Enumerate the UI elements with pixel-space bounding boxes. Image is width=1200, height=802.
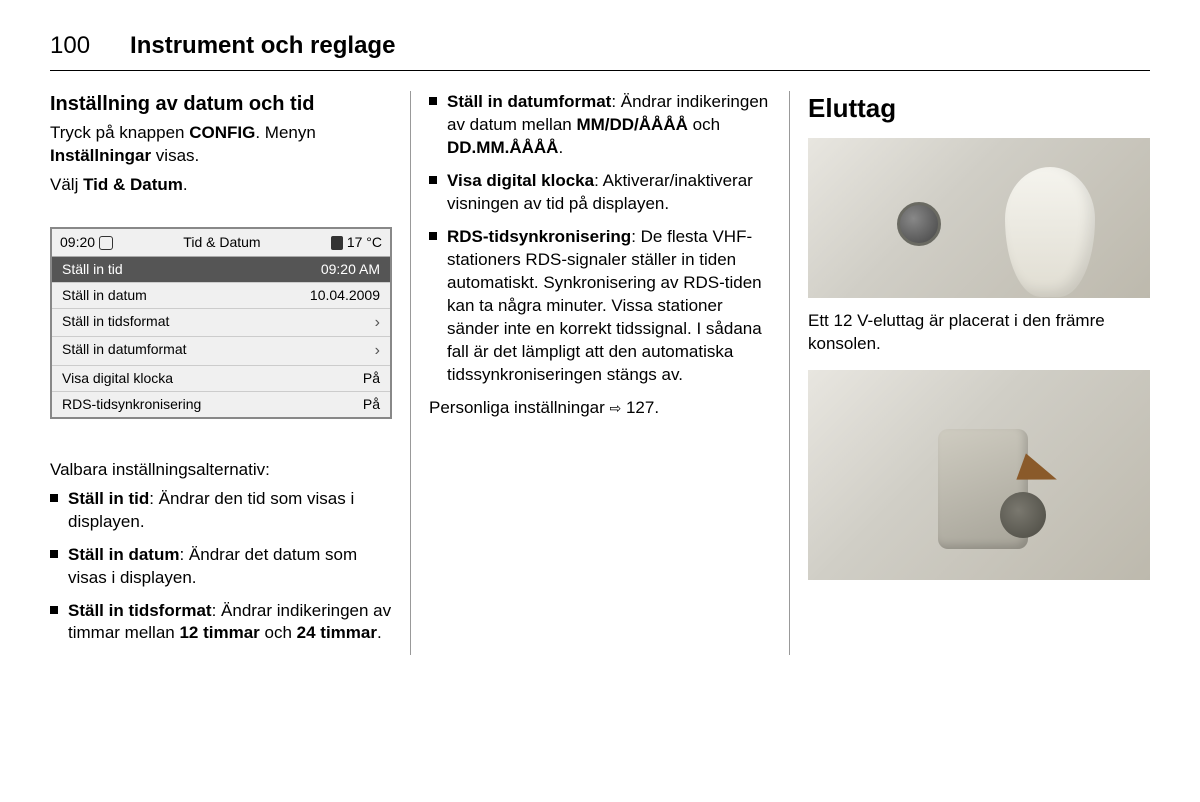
photo-console-socket: [808, 138, 1150, 298]
text: . Menyn: [255, 123, 315, 142]
photo-outlet-cover: [808, 370, 1150, 580]
display-row-label: Visa digital klocka: [62, 369, 173, 388]
option-head: Ställ in datum: [68, 545, 179, 564]
option-bold: MM/DD/ÅÅÅÅ: [576, 115, 687, 134]
chevron-right-icon: [375, 312, 380, 334]
photo-caption: Ett 12 V-eluttag är placerat i den främr…: [808, 310, 1150, 356]
page-number: 100: [50, 30, 90, 62]
config-label: CONFIG: [189, 123, 255, 142]
intro-line-2: Välj Tid & Datum.: [50, 174, 392, 197]
display-row-value: 09:20 AM: [321, 260, 380, 279]
display-row-label: RDS-tidsynkronisering: [62, 395, 201, 414]
column-1: Inställning av datum och tid Tryck på kn…: [50, 91, 410, 655]
display-row-value: På: [363, 369, 380, 388]
content-columns: Inställning av datum och tid Tryck på kn…: [50, 91, 1150, 655]
display-rows: Ställ in tid 09:20 AM Ställ in datum 10.04.…: [52, 257, 390, 417]
outlet-cap-shape: [1000, 492, 1046, 538]
option-head: Ställ in datumformat: [447, 92, 611, 111]
time-date-label: Tid & Datum: [83, 175, 183, 194]
option-item: Visa digital klocka: Aktiverar/inaktiver…: [429, 170, 771, 216]
option-head: RDS-tidsynkronisering: [447, 227, 631, 246]
ref-text: Personliga inställningar: [429, 398, 610, 417]
text: Tryck på knappen: [50, 123, 189, 142]
ref-page: 127.: [626, 398, 659, 417]
options-list-col2: Ställ in datumformat: Ändrar indikeringe…: [429, 91, 771, 386]
reference-arrow-icon: [610, 398, 622, 417]
infotainment-display: 09:20 Tid & Datum 17 °C Ställ in tid 09:2…: [50, 227, 392, 419]
option-head: Ställ in tid: [68, 489, 149, 508]
display-row: Ställ in tidsformat: [52, 309, 390, 338]
option-bold: 24 timmar: [297, 623, 377, 642]
options-list-col1: Ställ in tid: Ändrar den tid som visas i…: [50, 488, 392, 646]
display-clock-time: 09:20: [60, 233, 95, 252]
settings-label: Inställningar: [50, 146, 151, 165]
cross-reference: Personliga inställningar 127.: [429, 397, 771, 420]
option-item: Ställ in datumformat: Ändrar indikeringe…: [429, 91, 771, 160]
display-temperature: 17 °C: [347, 233, 382, 252]
option-item: Ställ in tidsformat: Ändrar indikeringen…: [50, 600, 392, 646]
option-bold: 12 timmar: [179, 623, 259, 642]
display-row-label: Ställ in datumformat: [62, 340, 187, 362]
display-header: 09:20 Tid & Datum 17 °C: [52, 229, 390, 257]
display-row-label: Ställ in datum: [62, 286, 147, 305]
display-row-value: På: [363, 395, 380, 414]
option-text: .: [558, 138, 563, 157]
display-row-value: 10.04.2009: [310, 286, 380, 305]
options-intro: Valbara inställningsalternativ:: [50, 459, 392, 482]
chapter-title: Instrument och reglage: [130, 30, 395, 62]
option-head: Visa digital klocka: [447, 171, 594, 190]
display-row: RDS-tidsynkronisering På: [52, 392, 390, 417]
display-title: Tid & Datum: [113, 233, 331, 252]
option-head: Ställ in tidsformat: [68, 601, 212, 620]
sd-card-icon: [331, 236, 343, 250]
option-bold: DD.MM.ÅÅÅÅ: [447, 138, 558, 157]
section-title-eluttag: Eluttag: [808, 91, 1150, 126]
option-text: : De flesta VHF-stationers RDS-signaler …: [447, 227, 762, 384]
display-row: Ställ in tid 09:20 AM: [52, 257, 390, 283]
page-header: 100 Instrument och reglage: [50, 30, 1150, 71]
option-item: Ställ in datum: Ändrar det datum som vis…: [50, 544, 392, 590]
clock-icon: [99, 236, 113, 250]
option-text: och: [260, 623, 297, 642]
option-item: RDS-tidsynkronisering: De flesta VHF-sta…: [429, 226, 771, 387]
display-row-label: Ställ in tid: [62, 260, 123, 279]
gear-lever-shape: [1005, 167, 1095, 297]
power-socket-icon: [897, 202, 941, 246]
section-title-datetime: Inställning av datum och tid: [50, 91, 392, 118]
display-temp-area: 17 °C: [331, 233, 382, 252]
intro-line-1: Tryck på knappen CONFIG. Menyn Inställni…: [50, 122, 392, 168]
text: .: [183, 175, 188, 194]
column-3: Eluttag Ett 12 V-eluttag är placerat i d…: [789, 91, 1150, 655]
display-row: Visa digital klocka På: [52, 366, 390, 392]
display-time-area: 09:20: [60, 233, 113, 252]
option-item: Ställ in tid: Ändrar den tid som visas i…: [50, 488, 392, 534]
chevron-right-icon: [375, 340, 380, 362]
display-row-label: Ställ in tidsformat: [62, 312, 169, 334]
display-row: Ställ in datumformat: [52, 337, 390, 366]
column-2: Ställ in datumformat: Ändrar indikeringe…: [410, 91, 789, 655]
text: visas.: [151, 146, 199, 165]
option-text: och: [688, 115, 720, 134]
text: Välj: [50, 175, 83, 194]
display-row: Ställ in datum 10.04.2009: [52, 283, 390, 309]
option-text: .: [377, 623, 382, 642]
